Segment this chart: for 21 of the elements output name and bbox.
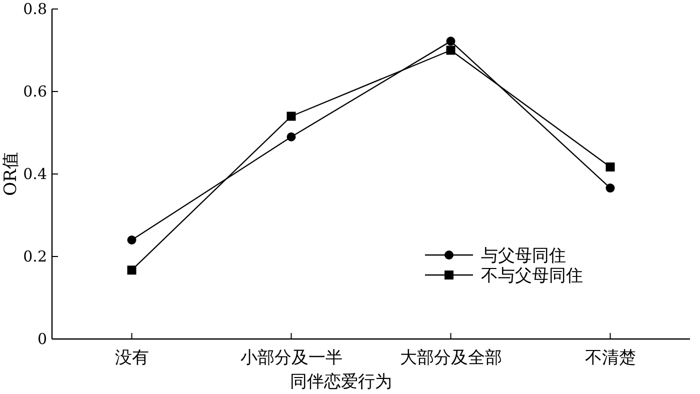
point xyxy=(606,184,615,193)
x-tick-label: 大部分及全部 xyxy=(400,348,502,368)
point xyxy=(286,112,296,121)
y-axis-title: OR值 xyxy=(1,152,21,196)
x-tick-label: 没有 xyxy=(114,348,149,368)
point xyxy=(286,132,296,142)
point xyxy=(446,46,456,55)
y-tick-label: 0.4 xyxy=(23,165,47,183)
point xyxy=(606,162,615,172)
point xyxy=(446,36,456,46)
y-tick-label: 0 xyxy=(37,330,47,348)
x-axis-title: 同伴恋爱行为 xyxy=(290,372,392,392)
y-tick-label: 0.2 xyxy=(23,248,47,266)
point xyxy=(127,266,136,275)
y-tick-label: 0.6 xyxy=(23,82,47,100)
legend-label: 不与父母同住 xyxy=(481,266,583,286)
legend-label: 与父母同住 xyxy=(481,246,566,266)
x-tick-label: 不清楚 xyxy=(584,348,636,368)
x-tick-label: 小部分及一半 xyxy=(240,348,342,368)
y-tick-label: 0.8 xyxy=(23,0,47,18)
point xyxy=(127,236,136,244)
